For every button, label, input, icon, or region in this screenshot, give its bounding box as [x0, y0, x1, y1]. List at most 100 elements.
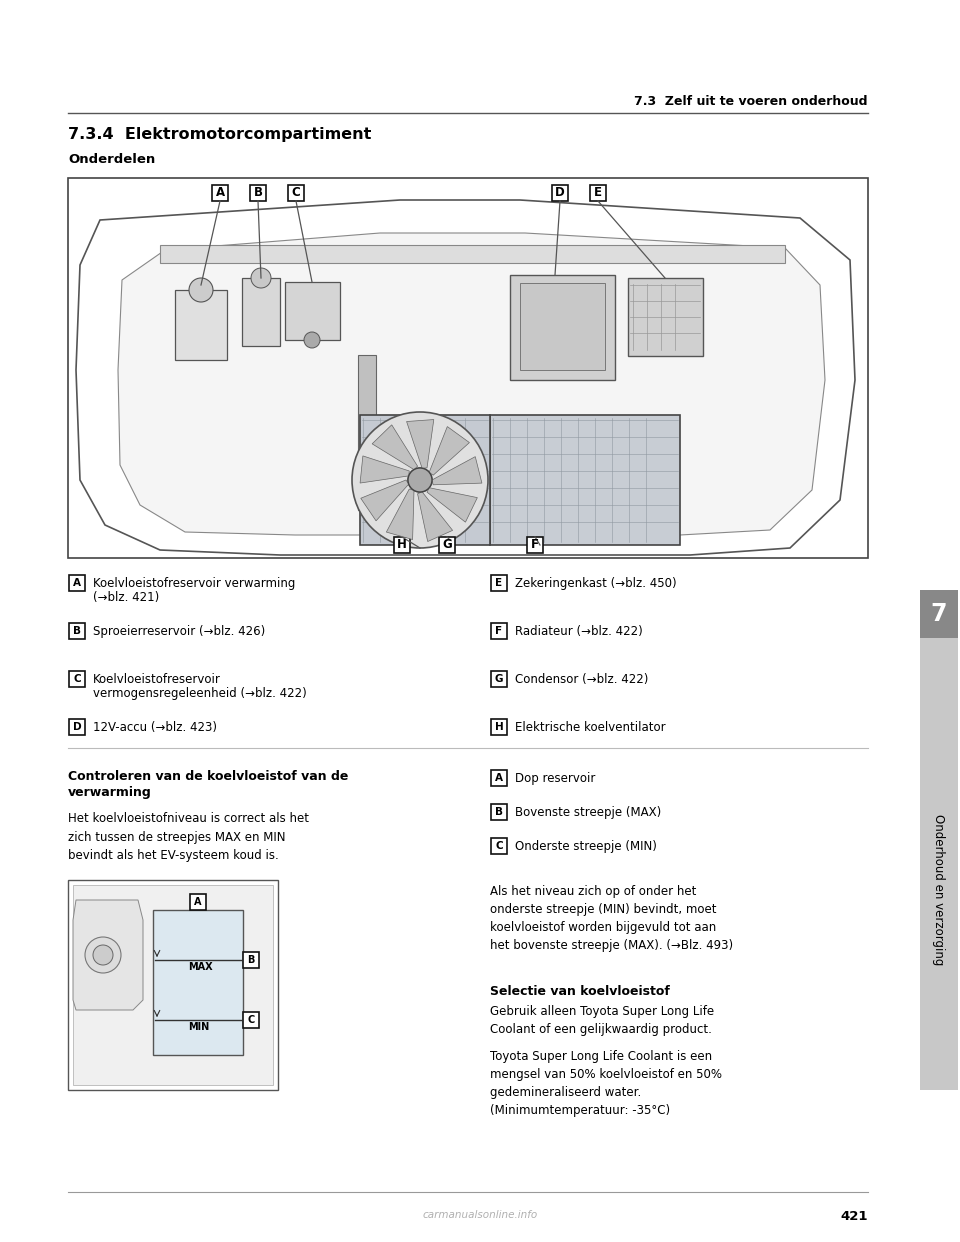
Text: 7.3.4  Elektromotorcompartiment: 7.3.4 Elektromotorcompartiment: [68, 127, 372, 142]
Text: B: B: [253, 186, 262, 200]
Bar: [490, 415, 680, 545]
Text: Als het niveau zich op of onder het
onderste streepje (MIN) bevindt, moet
koelvl: Als het niveau zich op of onder het onde…: [490, 886, 733, 953]
Bar: [68, 881, 278, 1090]
Text: Sproeierreservoir (→blz. 426): Sproeierreservoir (→blz. 426): [93, 625, 265, 638]
Text: D: D: [73, 722, 82, 732]
Text: E: E: [495, 578, 503, 587]
Text: C: C: [73, 674, 81, 684]
Text: B: B: [495, 807, 503, 817]
Polygon shape: [360, 456, 409, 483]
Bar: [68, 178, 868, 558]
Circle shape: [352, 412, 488, 548]
Text: Dop reservoir: Dop reservoir: [515, 773, 595, 785]
Circle shape: [189, 278, 213, 302]
Text: C: C: [292, 186, 300, 200]
Text: MIN: MIN: [188, 1022, 209, 1032]
Bar: [69, 575, 85, 591]
Polygon shape: [372, 425, 418, 469]
Text: Onderhoud en verzorging: Onderhoud en verzorging: [932, 815, 946, 966]
Polygon shape: [427, 488, 477, 522]
Bar: [285, 282, 340, 340]
Bar: [520, 283, 605, 370]
Text: D: D: [555, 186, 564, 200]
Polygon shape: [429, 426, 469, 476]
Text: 12V-accu (→blz. 423): 12V-accu (→blz. 423): [93, 722, 217, 734]
Text: Koelvloeistofreservoir: Koelvloeistofreservoir: [93, 673, 221, 686]
Polygon shape: [432, 457, 482, 484]
Bar: [242, 278, 280, 347]
Text: Toyota Super Long Life Coolant is een
mengsel van 50% koelvloeistof en 50%
gedem: Toyota Super Long Life Coolant is een me…: [490, 1049, 722, 1117]
Text: C: C: [495, 841, 503, 851]
Bar: [243, 953, 259, 968]
Text: A: A: [215, 186, 225, 200]
Polygon shape: [418, 492, 452, 542]
Bar: [491, 623, 507, 638]
Polygon shape: [386, 489, 414, 539]
Text: MAX: MAX: [188, 963, 212, 972]
Bar: [212, 185, 228, 201]
Text: Gebruik alleen Toyota Super Long Life
Coolant of een gelijkwaardig product.: Gebruik alleen Toyota Super Long Life Co…: [490, 1005, 714, 1036]
Text: B: B: [248, 955, 254, 965]
Text: Radiateur (→blz. 422): Radiateur (→blz. 422): [515, 625, 643, 638]
Text: Koelvloeistofreservoir verwarming: Koelvloeistofreservoir verwarming: [93, 578, 296, 590]
Bar: [69, 719, 85, 735]
Bar: [360, 415, 490, 545]
Text: G: G: [494, 674, 503, 684]
Text: verwarming: verwarming: [68, 786, 152, 799]
Text: 7: 7: [931, 602, 948, 626]
Bar: [628, 278, 703, 356]
Polygon shape: [118, 233, 825, 535]
Bar: [243, 1012, 259, 1028]
Bar: [491, 838, 507, 854]
Text: Zekeringenkast (→blz. 450): Zekeringenkast (→blz. 450): [515, 578, 677, 590]
Text: 421: 421: [841, 1210, 868, 1223]
Text: Onderdelen: Onderdelen: [68, 153, 156, 166]
Polygon shape: [361, 479, 409, 520]
Text: C: C: [248, 1015, 254, 1025]
Text: Onderste streepje (MIN): Onderste streepje (MIN): [515, 840, 657, 853]
Bar: [920, 590, 958, 638]
Bar: [527, 537, 543, 553]
Circle shape: [408, 468, 432, 492]
Bar: [590, 185, 606, 201]
Bar: [358, 355, 376, 510]
Bar: [491, 804, 507, 820]
Bar: [552, 185, 568, 201]
Text: carmanualsonline.info: carmanualsonline.info: [422, 1210, 538, 1220]
Text: Selectie van koelvloeistof: Selectie van koelvloeistof: [490, 985, 670, 999]
Text: H: H: [397, 539, 407, 551]
Text: 7.3  Zelf uit te voeren onderhoud: 7.3 Zelf uit te voeren onderhoud: [635, 94, 868, 108]
Bar: [250, 185, 266, 201]
Bar: [439, 537, 455, 553]
Polygon shape: [73, 886, 273, 1086]
Bar: [69, 671, 85, 687]
Bar: [160, 245, 785, 263]
Bar: [288, 185, 304, 201]
Circle shape: [85, 936, 121, 972]
Bar: [510, 274, 615, 380]
Text: A: A: [495, 773, 503, 782]
Text: Controleren van de koelvloeistof van de: Controleren van de koelvloeistof van de: [68, 770, 348, 782]
Bar: [190, 894, 206, 910]
Polygon shape: [407, 420, 434, 468]
Bar: [394, 537, 410, 553]
Bar: [920, 590, 958, 1090]
Text: H: H: [494, 722, 503, 732]
Circle shape: [93, 945, 113, 965]
Text: F: F: [495, 626, 503, 636]
Text: F: F: [531, 539, 539, 551]
Bar: [491, 719, 507, 735]
Bar: [491, 575, 507, 591]
Bar: [491, 671, 507, 687]
Bar: [491, 770, 507, 786]
Circle shape: [408, 468, 432, 492]
Text: Bovenste streepje (MAX): Bovenste streepje (MAX): [515, 806, 661, 818]
Text: G: G: [443, 539, 452, 551]
Polygon shape: [76, 200, 855, 555]
Bar: [153, 910, 243, 1054]
Text: A: A: [194, 897, 202, 907]
Polygon shape: [73, 900, 143, 1010]
Text: (→blz. 421): (→blz. 421): [93, 591, 159, 604]
Text: vermogensregeleenheid (→blz. 422): vermogensregeleenheid (→blz. 422): [93, 687, 307, 700]
Bar: [69, 623, 85, 638]
